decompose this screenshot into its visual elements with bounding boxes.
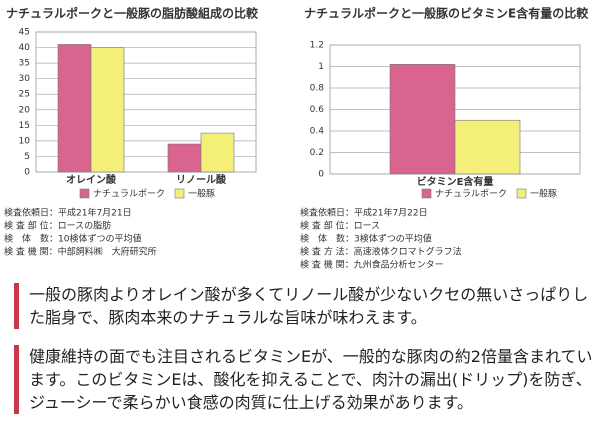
note: 検 査 部 位：ロースの脂肪 xyxy=(4,220,111,232)
legend-label: 一般豚 xyxy=(530,188,557,200)
y-tick-label: 5 xyxy=(24,152,30,162)
y-tick-label: 45 xyxy=(19,28,30,38)
y-tick-label: 10 xyxy=(19,136,31,146)
x-tick-label: リノール酸 xyxy=(176,173,227,186)
x-tick-label: ビタミンE含有量 xyxy=(417,175,494,188)
legend-swatch xyxy=(421,188,432,199)
legend-label: 一般豚 xyxy=(188,188,215,200)
note: 検査依頼日：平成21年7月22日 xyxy=(300,207,428,219)
y-tick-label: 35 xyxy=(19,59,30,69)
bar xyxy=(167,143,202,173)
y-tick-label: 25 xyxy=(19,90,30,100)
x-tick-label: オレイン酸 xyxy=(66,173,117,186)
y-tick-label: 30 xyxy=(19,74,31,84)
paragraph: 一般の豚肉よりオレイン酸が多くてリノール酸が少ないクセの無いさっぱりした脂身で、… xyxy=(14,283,597,329)
y-tick-label: 0 xyxy=(318,170,324,180)
legend-swatch xyxy=(79,188,90,199)
note: 検 査 機 関：九州食品分析センター xyxy=(300,259,444,271)
y-tick-label: 0.8 xyxy=(310,84,325,94)
note: 検査依頼日：平成21年7月21日 xyxy=(4,207,132,219)
chart-title: ナチュラルポークと一般豚の脂肪酸組成の比較 xyxy=(6,6,259,21)
bar xyxy=(200,132,235,173)
note: 検 体 数：10検体ずつの平均値 xyxy=(4,233,141,245)
y-tick-label: 1 xyxy=(318,62,324,72)
bar xyxy=(389,64,456,175)
y-tick-label: 1.2 xyxy=(310,41,324,51)
note: 検 査 方 法：高速液体クロマトグラフ法 xyxy=(300,246,462,258)
note: 検 査 機 関：中部飼料㈱ 大府研究所 xyxy=(4,246,157,258)
y-tick-label: 20 xyxy=(19,105,31,115)
paragraph: 健康維持の面でも注目されるビタミンEが、一般的な豚肉の約2倍量含まれています。こ… xyxy=(14,345,597,414)
y-tick-label: 0.4 xyxy=(310,127,325,137)
chart-title: ナチュラルポークと一般豚のビタミンE含有量の比較 xyxy=(304,6,589,21)
legend-label: ナチュラルポーク xyxy=(93,189,165,200)
legend-swatch xyxy=(516,188,527,199)
y-tick-label: 40 xyxy=(19,43,31,53)
y-tick-label: 0.2 xyxy=(310,148,324,158)
y-tick-label: 0 xyxy=(24,168,30,178)
note: 検 体 数：3検体ずつの平均値 xyxy=(300,233,432,245)
legend-swatch xyxy=(174,188,185,199)
bar xyxy=(454,119,521,175)
y-tick-label: 0.6 xyxy=(310,105,325,115)
y-tick-label: 15 xyxy=(19,121,30,131)
bar xyxy=(57,44,92,173)
note: 検 査 部 位：ロース xyxy=(300,220,380,232)
legend-label: ナチュラルポーク xyxy=(435,189,507,200)
bar xyxy=(90,47,125,173)
